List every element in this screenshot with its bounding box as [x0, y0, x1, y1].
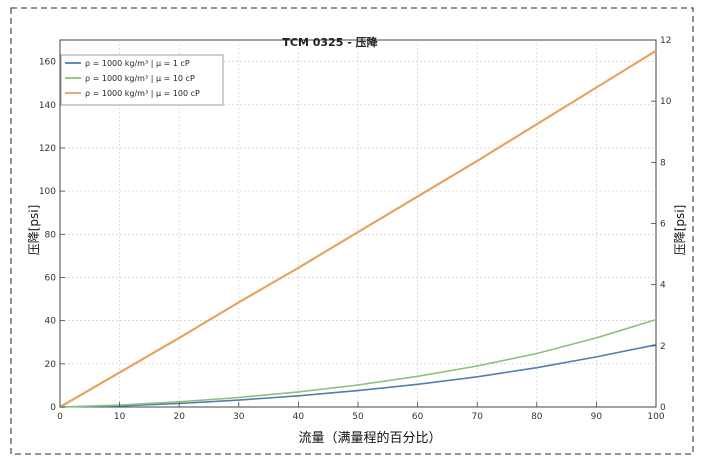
left-y-axis-ticks: 0 20 40 60 80 100 120 140 160: [39, 58, 65, 413]
legend-box: [60, 54, 224, 106]
chart-title: TCM 0325 - 压降: [282, 35, 378, 49]
series-line-3: [59, 49, 657, 408]
right-y-tick-label: 4: [660, 281, 666, 291]
left-y-tick-label: 80: [45, 230, 57, 240]
x-tick-label: 20: [173, 412, 185, 422]
right-y-tick-label: 2: [660, 342, 666, 352]
legend-label-3: ρ = 1000 kg/m³ | μ = 100 cP: [85, 89, 200, 98]
left-y-tick-label: 40: [45, 317, 57, 327]
left-y-tick-label: 20: [45, 360, 57, 370]
x-tick-label: 40: [293, 412, 305, 422]
right-y-tick-label: 8: [660, 158, 666, 168]
series-line-2: [59, 318, 657, 408]
left-y-tick-label: 120: [39, 144, 56, 154]
right-y-tick-label: 0: [660, 403, 666, 413]
legend-label-2: ρ = 1000 kg/m³ | μ = 10 cP: [85, 74, 195, 83]
x-tick-label: 100: [647, 412, 664, 422]
right-y-tick-label: 6: [660, 220, 666, 230]
x-tick-label: 60: [412, 412, 424, 422]
x-tick-label: 90: [591, 412, 603, 422]
right-y-axis-ticks: 0 2 4 6 8 10 12: [651, 36, 672, 413]
legend: ρ = 1000 kg/m³ | μ = 1 cP ρ = 1000 kg/m³ …: [60, 54, 224, 106]
right-y-tick-label: 10: [660, 97, 672, 107]
x-tick-label: 30: [233, 412, 245, 422]
left-y-tick-label: 160: [39, 58, 56, 68]
series-group: [59, 49, 657, 408]
left-y-tick-label: 100: [39, 187, 56, 197]
x-tick-label: 70: [471, 412, 483, 422]
legend-label-1: ρ = 1000 kg/m³ | μ = 1 cP: [85, 59, 190, 68]
x-tick-label: 50: [352, 412, 364, 422]
x-tick-label: 0: [57, 412, 63, 422]
left-y-tick-label: 60: [45, 273, 57, 283]
x-tick-label: 80: [531, 412, 543, 422]
x-tick-label: 10: [114, 412, 126, 422]
right-y-tick-label: 12: [660, 36, 671, 46]
x-axis-label: 流量（满量程的百分比）: [298, 430, 441, 446]
left-y-tick-label: 0: [50, 403, 56, 413]
x-axis-ticks: 0 10 20 30 40 50 60 70 80 90 100: [57, 402, 665, 422]
left-y-axis-label: 压降[psi]: [27, 205, 41, 256]
left-y-tick-label: 140: [39, 101, 56, 111]
dashed-border: [10, 7, 694, 455]
right-y-axis-label: 压降[psi]: [673, 205, 687, 256]
series-line-1: [59, 344, 657, 408]
